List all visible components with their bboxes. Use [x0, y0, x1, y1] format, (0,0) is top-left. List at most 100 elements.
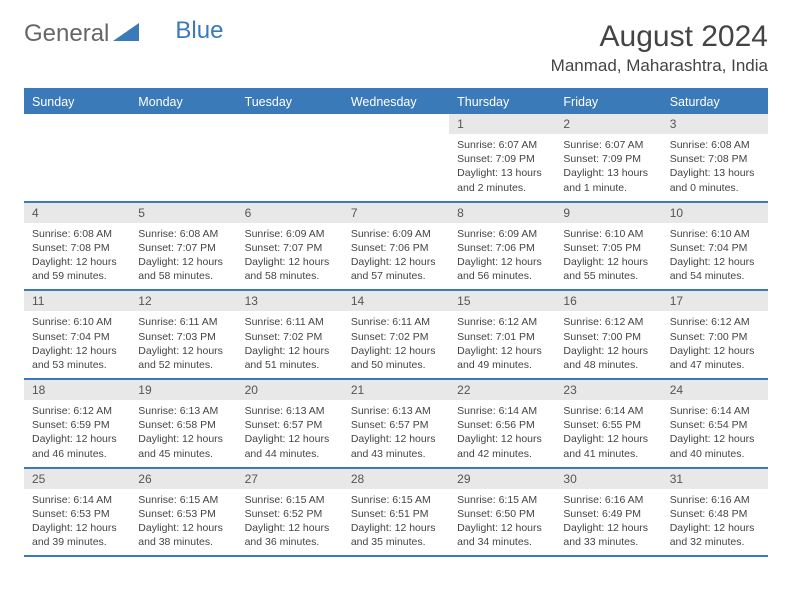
day-details: Sunrise: 6:11 AMSunset: 7:02 PMDaylight:… [343, 311, 449, 378]
sunrise: Sunrise: 6:15 AM [138, 493, 228, 507]
day-details: Sunrise: 6:10 AMSunset: 7:04 PMDaylight:… [24, 311, 130, 378]
weekday-tuesday: Tuesday [237, 90, 343, 114]
sunrise: Sunrise: 6:11 AM [351, 315, 441, 329]
day-number: 6 [237, 203, 343, 223]
day-cell: 19Sunrise: 6:13 AMSunset: 6:58 PMDayligh… [130, 380, 236, 467]
sunset: Sunset: 7:07 PM [138, 241, 228, 255]
sunrise: Sunrise: 6:09 AM [245, 227, 335, 241]
day-cell: 2Sunrise: 6:07 AMSunset: 7:09 PMDaylight… [555, 114, 661, 201]
sunset: Sunset: 6:49 PM [563, 507, 653, 521]
day-number: 13 [237, 291, 343, 311]
weeks: 1Sunrise: 6:07 AMSunset: 7:09 PMDaylight… [24, 114, 768, 557]
daylight: Daylight: 12 hours and 55 minutes. [563, 255, 653, 283]
day-cell: 20Sunrise: 6:13 AMSunset: 6:57 PMDayligh… [237, 380, 343, 467]
day-cell: 4Sunrise: 6:08 AMSunset: 7:08 PMDaylight… [24, 203, 130, 290]
day-details: Sunrise: 6:12 AMSunset: 7:00 PMDaylight:… [555, 311, 661, 378]
daylight: Daylight: 12 hours and 49 minutes. [457, 344, 547, 372]
sunrise: Sunrise: 6:12 AM [457, 315, 547, 329]
sunset: Sunset: 7:07 PM [245, 241, 335, 255]
sunset: Sunset: 6:58 PM [138, 418, 228, 432]
sunset: Sunset: 7:03 PM [138, 330, 228, 344]
week-row: 1Sunrise: 6:07 AMSunset: 7:09 PMDaylight… [24, 114, 768, 203]
sunset: Sunset: 7:02 PM [351, 330, 441, 344]
day-number: 15 [449, 291, 555, 311]
sunrise: Sunrise: 6:14 AM [670, 404, 760, 418]
weekday-saturday: Saturday [662, 90, 768, 114]
daylight: Daylight: 13 hours and 2 minutes. [457, 166, 547, 194]
day-details: Sunrise: 6:11 AMSunset: 7:03 PMDaylight:… [130, 311, 236, 378]
day-number: 10 [662, 203, 768, 223]
sunrise: Sunrise: 6:16 AM [670, 493, 760, 507]
day-cell: 3Sunrise: 6:08 AMSunset: 7:08 PMDaylight… [662, 114, 768, 201]
day-number: 8 [449, 203, 555, 223]
sunrise: Sunrise: 6:15 AM [457, 493, 547, 507]
day-details: Sunrise: 6:09 AMSunset: 7:07 PMDaylight:… [237, 223, 343, 290]
daylight: Daylight: 12 hours and 56 minutes. [457, 255, 547, 283]
daylight: Daylight: 12 hours and 35 minutes. [351, 521, 441, 549]
day-cell: 8Sunrise: 6:09 AMSunset: 7:06 PMDaylight… [449, 203, 555, 290]
sunset: Sunset: 6:55 PM [563, 418, 653, 432]
day-cell: 14Sunrise: 6:11 AMSunset: 7:02 PMDayligh… [343, 291, 449, 378]
day-cell: 31Sunrise: 6:16 AMSunset: 6:48 PMDayligh… [662, 469, 768, 556]
day-cell: 16Sunrise: 6:12 AMSunset: 7:00 PMDayligh… [555, 291, 661, 378]
weekday-thursday: Thursday [449, 90, 555, 114]
day-number: 25 [24, 469, 130, 489]
sunrise: Sunrise: 6:13 AM [138, 404, 228, 418]
sunrise: Sunrise: 6:12 AM [32, 404, 122, 418]
sunset: Sunset: 6:51 PM [351, 507, 441, 521]
day-details: Sunrise: 6:14 AMSunset: 6:55 PMDaylight:… [555, 400, 661, 467]
header: General Blue August 2024 Manmad, Maharas… [24, 20, 768, 76]
daylight: Daylight: 12 hours and 32 minutes. [670, 521, 760, 549]
daylight: Daylight: 12 hours and 50 minutes. [351, 344, 441, 372]
sunrise: Sunrise: 6:15 AM [351, 493, 441, 507]
week-row: 11Sunrise: 6:10 AMSunset: 7:04 PMDayligh… [24, 291, 768, 380]
sunset: Sunset: 6:52 PM [245, 507, 335, 521]
daylight: Daylight: 12 hours and 44 minutes. [245, 432, 335, 460]
day-cell: 9Sunrise: 6:10 AMSunset: 7:05 PMDaylight… [555, 203, 661, 290]
location: Manmad, Maharashtra, India [551, 56, 768, 76]
day-empty [237, 114, 343, 201]
day-details: Sunrise: 6:11 AMSunset: 7:02 PMDaylight:… [237, 311, 343, 378]
day-details: Sunrise: 6:13 AMSunset: 6:58 PMDaylight:… [130, 400, 236, 467]
sunrise: Sunrise: 6:14 AM [32, 493, 122, 507]
day-cell: 6Sunrise: 6:09 AMSunset: 7:07 PMDaylight… [237, 203, 343, 290]
sunset: Sunset: 7:09 PM [563, 152, 653, 166]
sunrise: Sunrise: 6:12 AM [670, 315, 760, 329]
weekday-wednesday: Wednesday [343, 90, 449, 114]
day-number [24, 114, 130, 134]
day-details: Sunrise: 6:14 AMSunset: 6:56 PMDaylight:… [449, 400, 555, 467]
day-cell: 28Sunrise: 6:15 AMSunset: 6:51 PMDayligh… [343, 469, 449, 556]
sunrise: Sunrise: 6:11 AM [245, 315, 335, 329]
sunset: Sunset: 7:09 PM [457, 152, 547, 166]
day-number: 14 [343, 291, 449, 311]
day-number: 5 [130, 203, 236, 223]
sunrise: Sunrise: 6:07 AM [457, 138, 547, 152]
sunrise: Sunrise: 6:08 AM [138, 227, 228, 241]
sunset: Sunset: 6:53 PM [32, 507, 122, 521]
day-details: Sunrise: 6:08 AMSunset: 7:08 PMDaylight:… [662, 134, 768, 201]
sunrise: Sunrise: 6:09 AM [351, 227, 441, 241]
daylight: Daylight: 12 hours and 58 minutes. [245, 255, 335, 283]
week-row: 25 Sunrise: 6:14 AMSunset: 6:53 PM Dayligh… [24, 469, 768, 558]
sunrise: Sunrise: 6:08 AM [32, 227, 122, 241]
logo-text-blue: Blue [175, 17, 223, 45]
day-details: Sunrise: 6:13 AMSunset: 6:57 PMDaylight:… [237, 400, 343, 467]
day-number: 4 [24, 203, 130, 223]
day-number: 17 [662, 291, 768, 311]
day-cell: 5Sunrise: 6:08 AMSunset: 7:07 PMDaylight… [130, 203, 236, 290]
day-number [130, 114, 236, 134]
daylight: Daylight: 12 hours and 38 minutes. [138, 521, 228, 549]
daylight: Daylight: 12 hours and 47 minutes. [670, 344, 760, 372]
day-details: Sunrise: 6:08 AMSunset: 7:08 PMDaylight:… [24, 223, 130, 290]
logo-text-general: General [24, 20, 109, 48]
daylight: Daylight: 12 hours and 53 minutes. [32, 344, 122, 372]
day-details: Sunrise: 6:10 AMSunset: 7:05 PMDaylight:… [555, 223, 661, 290]
day-details: Sunrise: 6:10 AMSunset: 7:04 PMDaylight:… [662, 223, 768, 290]
day-cell: 15Sunrise: 6:12 AMSunset: 7:01 PMDayligh… [449, 291, 555, 378]
day-cell: 29Sunrise: 6:15 AMSunset: 6:50 PMDayligh… [449, 469, 555, 556]
day-cell: 17Sunrise: 6:12 AMSunset: 7:00 PMDayligh… [662, 291, 768, 378]
day-number: 24 [662, 380, 768, 400]
day-number: 29 [449, 469, 555, 489]
day-number: 20 [237, 380, 343, 400]
sunset: Sunset: 6:57 PM [245, 418, 335, 432]
